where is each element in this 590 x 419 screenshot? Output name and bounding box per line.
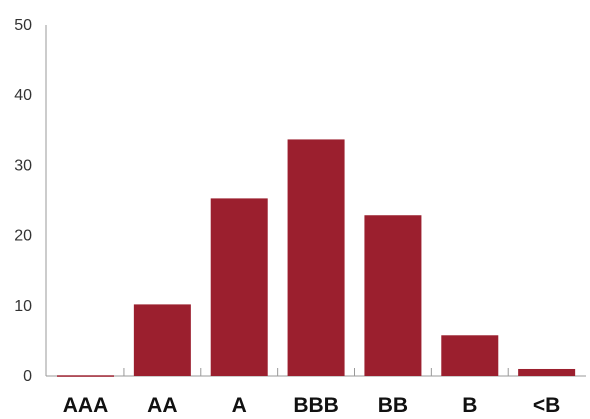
bar-aa [133, 304, 191, 376]
bar-b [441, 335, 499, 376]
y-tick-label: 10 [14, 298, 32, 315]
x-tick-label: AAA [63, 394, 109, 417]
x-tick-label: B [462, 394, 477, 417]
y-tick-label: 30 [14, 157, 32, 174]
bar-blt [518, 368, 576, 376]
bar-a [210, 198, 268, 376]
y-tick-labels: 0 10 20 30 40 50 [14, 17, 32, 385]
bars [57, 139, 576, 377]
y-tick-label: 20 [14, 228, 32, 245]
bar-bbb [287, 139, 345, 376]
y-tick-label: 40 [14, 87, 32, 104]
bar-aaa [57, 375, 114, 377]
bar-bb [364, 215, 422, 376]
y-tick-label: 50 [14, 17, 32, 34]
x-tick-label: A [232, 394, 247, 417]
x-tick-label: AA [147, 394, 177, 417]
x-tick-label: <B [533, 394, 560, 417]
x-tick-label: BB [378, 394, 408, 417]
x-tick-label: BBB [293, 394, 339, 417]
x-tick-labels: AAA AA A BBB BB B <B [63, 394, 561, 417]
y-tick-label: 0 [23, 368, 32, 385]
